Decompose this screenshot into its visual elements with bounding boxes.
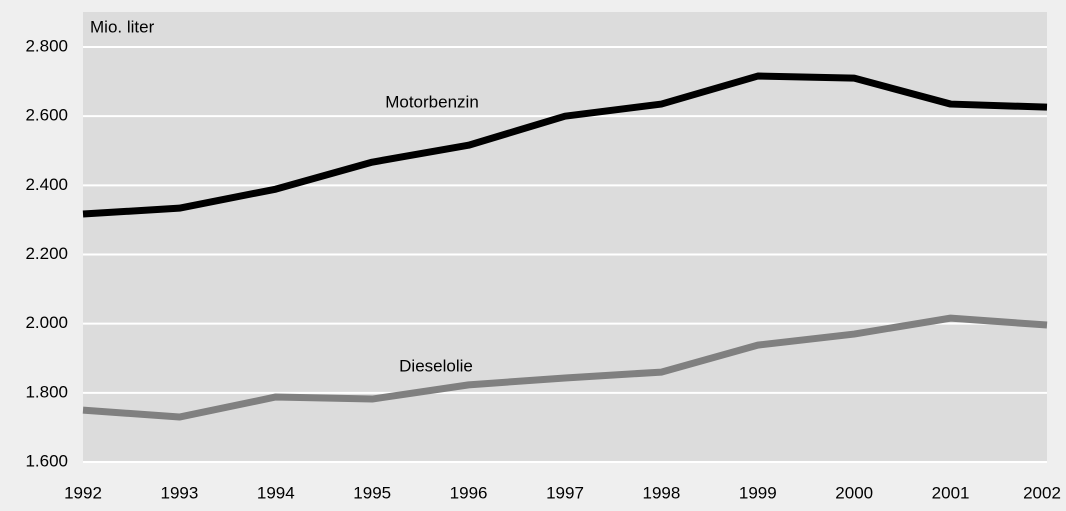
x-tick-label: 1998 xyxy=(642,483,680,502)
y-tick-label: 1.800 xyxy=(25,382,68,401)
line xyxy=(82,72,1048,218)
x-tick-label: 2000 xyxy=(835,483,873,502)
x-tick-label: 2002 xyxy=(1023,483,1061,502)
x-tick-label: 1992 xyxy=(64,483,102,502)
x-tick-label: 1993 xyxy=(160,483,198,502)
y-tick-label: 2.000 xyxy=(25,313,68,332)
y-tick-label: 2.400 xyxy=(25,175,68,194)
x-tick-label: 1994 xyxy=(257,483,295,502)
y-tick-label: 2.800 xyxy=(25,36,68,55)
x-tick-label: 1995 xyxy=(353,483,391,502)
y-tick-label: 1.600 xyxy=(25,451,68,470)
plot-area xyxy=(83,12,1047,462)
y-tick-label: 2.600 xyxy=(25,106,68,125)
series-label: Dieselolie xyxy=(399,356,473,375)
x-tick-label: 1997 xyxy=(546,483,584,502)
y-axis-label: Mio. liter xyxy=(90,17,155,36)
y-tick-label: 2.200 xyxy=(25,244,68,263)
x-tick-label: 1999 xyxy=(739,483,777,502)
line xyxy=(82,314,1048,421)
series-label: Motorbenzin xyxy=(385,92,479,111)
x-tick-label: 1996 xyxy=(450,483,488,502)
x-tick-label: 2001 xyxy=(932,483,970,502)
